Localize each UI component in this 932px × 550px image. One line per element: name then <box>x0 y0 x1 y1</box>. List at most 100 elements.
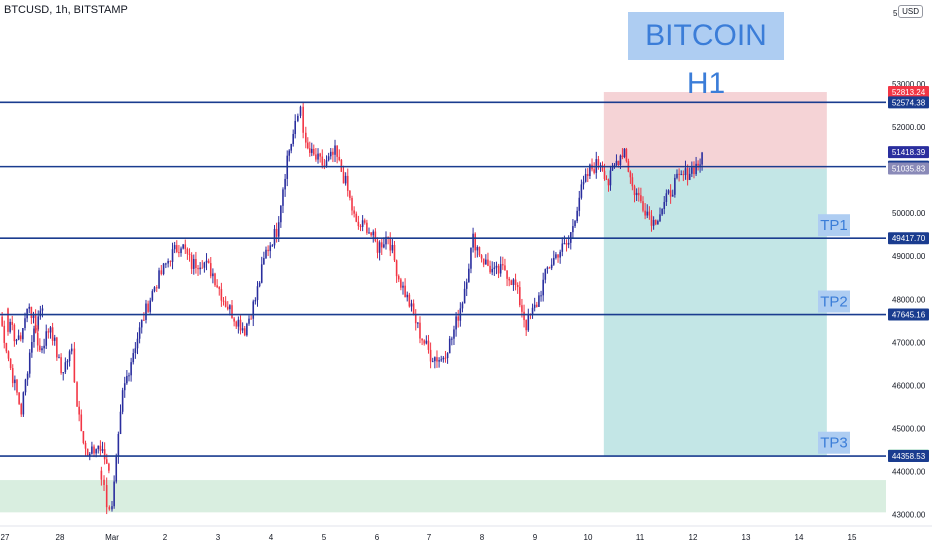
candle-body <box>271 245 274 247</box>
candle-body <box>190 254 193 269</box>
candles-layer <box>1 101 703 515</box>
tp-label: TP1 <box>820 217 848 234</box>
candle-body <box>62 372 65 374</box>
candle-body <box>663 201 666 210</box>
candle-body <box>284 178 286 190</box>
price-tag <box>888 308 929 321</box>
candle-body <box>669 190 672 197</box>
candle-body <box>237 319 240 327</box>
candle-body <box>267 249 269 252</box>
candle-body <box>625 148 628 162</box>
candle-body <box>297 115 299 121</box>
candle-body <box>325 160 328 166</box>
candle-body <box>162 263 165 275</box>
candle-body <box>105 459 108 464</box>
candle-body <box>28 306 31 309</box>
candle-body <box>70 348 73 352</box>
candle-body <box>305 132 307 143</box>
take-profit-zone <box>603 168 827 456</box>
candle-body <box>609 170 612 186</box>
candle-body <box>11 321 14 325</box>
candle-body <box>312 148 315 155</box>
candle-body <box>34 315 37 333</box>
candle-body <box>76 382 78 407</box>
tp-label-box <box>818 214 850 237</box>
candle-body <box>188 253 191 255</box>
price-tag <box>888 232 929 245</box>
candle-body <box>629 171 632 178</box>
candle-body <box>58 357 60 359</box>
candle-body <box>378 242 381 253</box>
candle-body <box>631 177 634 187</box>
currency-badge[interactable]: USD <box>898 5 923 18</box>
candle-body <box>512 279 515 285</box>
time-tick-label: 27 <box>1 533 10 542</box>
candle-body <box>136 338 139 349</box>
candle-body <box>417 322 419 324</box>
price-tag <box>888 146 929 159</box>
candle-body <box>680 174 683 176</box>
candle-body <box>349 190 351 198</box>
candle-body <box>525 320 527 331</box>
candle-body <box>292 133 295 144</box>
candle-body <box>510 280 513 285</box>
candle-body <box>201 267 204 269</box>
candle-body <box>31 341 33 353</box>
candle-body <box>147 303 149 312</box>
candle-body <box>578 197 581 211</box>
time-tick-label: 11 <box>636 533 645 542</box>
candle-body <box>380 242 383 248</box>
price-tag-label: 47645.16 <box>892 311 926 320</box>
candle-body <box>20 403 23 415</box>
candle-body <box>178 251 180 254</box>
candle-body <box>273 228 276 246</box>
candle-body <box>514 279 517 286</box>
candle-body <box>248 318 250 324</box>
candle-body <box>19 335 22 340</box>
candle-body <box>117 434 120 457</box>
candle-body <box>192 258 195 269</box>
candle-body <box>132 353 135 363</box>
candle-body <box>239 319 242 331</box>
candle-body <box>39 345 41 351</box>
candle-body <box>674 177 676 195</box>
candle-body <box>315 154 317 160</box>
candle-body <box>180 248 182 254</box>
candle-body <box>169 260 172 262</box>
candle-body <box>207 260 210 264</box>
candle-body <box>153 287 156 292</box>
candle-body <box>184 244 187 249</box>
candle-body <box>319 153 321 157</box>
candle-body <box>140 319 143 328</box>
candle-body <box>423 340 426 344</box>
candle-body <box>574 221 576 227</box>
candle-body <box>644 210 646 216</box>
candle-body <box>406 294 409 298</box>
candle-body <box>197 268 199 270</box>
candle-body <box>130 362 132 376</box>
candle-body <box>633 186 636 196</box>
candle-body <box>580 184 583 198</box>
stop-loss-zone <box>603 92 827 169</box>
candle-body <box>60 357 62 373</box>
candle-body <box>442 357 445 360</box>
candle-body <box>334 145 336 155</box>
candle-body <box>470 247 472 269</box>
candle-body <box>374 231 377 241</box>
candle-body <box>68 351 71 362</box>
candle-body <box>531 307 534 315</box>
candle-body <box>9 321 11 332</box>
candle-body <box>476 247 479 251</box>
candle-body <box>1 316 3 326</box>
candle-body <box>646 211 649 216</box>
time-axis: 27 28 Mar 2 3 4 5 6 7 8 9 10 11 12 13 14 15 <box>0 525 932 542</box>
candle-body <box>205 260 208 263</box>
candle-body <box>24 379 27 393</box>
tp-label-box <box>818 431 850 454</box>
price-tag <box>888 96 929 109</box>
candle-body <box>299 106 302 116</box>
candle-body <box>699 164 701 166</box>
candle-body <box>108 507 111 510</box>
candle-body <box>115 456 118 482</box>
